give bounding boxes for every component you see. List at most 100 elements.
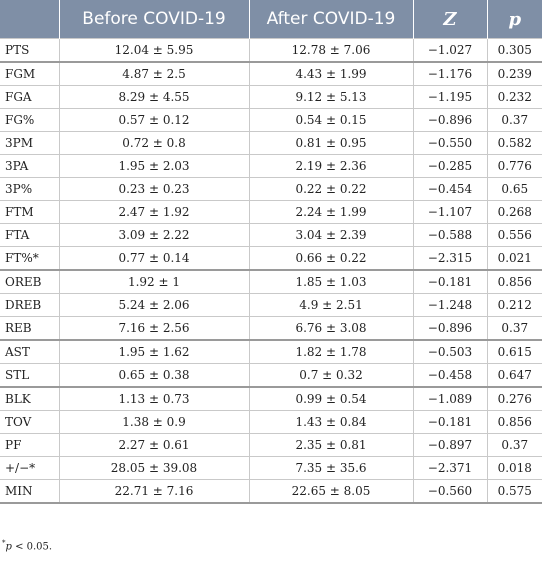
z-cell: −0.550	[413, 131, 488, 155]
p-cell: 0.556	[487, 223, 542, 247]
z-cell: −2.315	[413, 246, 488, 271]
before-cell: 1.95 ± 1.62	[59, 340, 250, 364]
after-cell: 0.66 ± 0.22	[249, 246, 414, 271]
footnote-text: < 0.05.	[11, 541, 53, 553]
table-row: PTS 12.04 ± 5.95 12.78 ± 7.06 −1.027 0.305	[0, 38, 542, 63]
after-cell: 6.76 ± 3.08	[249, 316, 414, 341]
p-cell: 0.212	[487, 293, 542, 317]
header-row: Before COVID-19 After COVID-19 Z p	[0, 0, 542, 39]
before-cell: 0.65 ± 0.38	[59, 363, 250, 388]
z-cell: −0.896	[413, 108, 488, 132]
after-cell: 1.43 ± 0.84	[249, 410, 414, 434]
after-cell: 3.04 ± 2.39	[249, 223, 414, 247]
metric-cell: BLK	[0, 387, 60, 411]
before-cell: 2.27 ± 0.61	[59, 433, 250, 457]
z-cell: −0.503	[413, 340, 488, 364]
metric-cell: FGA	[0, 85, 60, 109]
before-cell: 0.72 ± 0.8	[59, 131, 250, 155]
p-cell: 0.37	[487, 433, 542, 457]
after-cell: 22.65 ± 8.05	[249, 479, 414, 504]
metric-cell: 3P%	[0, 177, 60, 201]
after-cell: 0.99 ± 0.54	[249, 387, 414, 411]
table-row: FGM 4.87 ± 2.5 4.43 ± 1.99 −1.176 0.239	[0, 62, 542, 86]
before-cell: 5.24 ± 2.06	[59, 293, 250, 317]
table-row: AST 1.95 ± 1.62 1.82 ± 1.78 −0.503 0.615	[0, 340, 542, 364]
table-row: 3PA 1.95 ± 2.03 2.19 ± 2.36 −0.285 0.776	[0, 154, 542, 178]
z-cell: −0.181	[413, 410, 488, 434]
z-cell: −1.195	[413, 85, 488, 109]
p-cell: 0.018	[487, 456, 542, 480]
header-z: Z	[413, 0, 488, 39]
p-cell: 0.647	[487, 363, 542, 388]
table-row: OREB 1.92 ± 1 1.85 ± 1.03 −0.181 0.856	[0, 270, 542, 294]
before-cell: 0.77 ± 0.14	[59, 246, 250, 271]
z-cell: −0.454	[413, 177, 488, 201]
table-row: DREB 5.24 ± 2.06 4.9 ± 2.51 −1.248 0.212	[0, 293, 542, 317]
z-cell: −0.896	[413, 316, 488, 341]
z-cell: −1.176	[413, 62, 488, 86]
before-cell: 7.16 ± 2.56	[59, 316, 250, 341]
header-before-covid: Before COVID-19	[59, 0, 250, 39]
z-cell: −2.371	[413, 456, 488, 480]
table-row: BLK 1.13 ± 0.73 0.99 ± 0.54 −1.089 0.276	[0, 387, 542, 411]
stats-table-container: Before COVID-19 After COVID-19 Z p PTS 12…	[0, 0, 542, 504]
before-cell: 2.47 ± 1.92	[59, 200, 250, 224]
p-cell: 0.37	[487, 316, 542, 341]
before-cell: 4.87 ± 2.5	[59, 62, 250, 86]
header-after-covid: After COVID-19	[249, 0, 414, 39]
table-row: STL 0.65 ± 0.38 0.7 ± 0.32 −0.458 0.647	[0, 363, 542, 388]
p-cell: 0.232	[487, 85, 542, 109]
metric-cell: OREB	[0, 270, 60, 294]
z-cell: −0.588	[413, 223, 488, 247]
before-cell: 8.29 ± 4.55	[59, 85, 250, 109]
table-row: 3P% 0.23 ± 0.23 0.22 ± 0.22 −0.454 0.65	[0, 177, 542, 201]
before-cell: 3.09 ± 2.22	[59, 223, 250, 247]
metric-cell: FTA	[0, 223, 60, 247]
table-row: REB 7.16 ± 2.56 6.76 ± 3.08 −0.896 0.37	[0, 316, 542, 341]
after-cell: 2.35 ± 0.81	[249, 433, 414, 457]
after-cell: 0.7 ± 0.32	[249, 363, 414, 388]
p-cell: 0.582	[487, 131, 542, 155]
metric-cell: STL	[0, 363, 60, 388]
metric-cell: MIN	[0, 479, 60, 504]
z-cell: −0.560	[413, 479, 488, 504]
after-cell: 4.43 ± 1.99	[249, 62, 414, 86]
p-cell: 0.239	[487, 62, 542, 86]
table-row: PF 2.27 ± 0.61 2.35 ± 0.81 −0.897 0.37	[0, 433, 542, 457]
z-cell: −0.181	[413, 270, 488, 294]
after-cell: 7.35 ± 35.6	[249, 456, 414, 480]
metric-cell: FGM	[0, 62, 60, 86]
table-row: FGA 8.29 ± 4.55 9.12 ± 5.13 −1.195 0.232	[0, 85, 542, 109]
z-cell: −0.458	[413, 363, 488, 388]
p-cell: 0.268	[487, 200, 542, 224]
table-row: TOV 1.38 ± 0.9 1.43 ± 0.84 −0.181 0.856	[0, 410, 542, 434]
footnote: *p < 0.05.	[2, 539, 52, 552]
stats-table: Before COVID-19 After COVID-19 Z p PTS 12…	[0, 0, 542, 504]
table-row: FTA 3.09 ± 2.22 3.04 ± 2.39 −0.588 0.556	[0, 223, 542, 247]
table-body: PTS 12.04 ± 5.95 12.78 ± 7.06 −1.027 0.305 FG…	[0, 38, 542, 504]
after-cell: 12.78 ± 7.06	[249, 38, 414, 63]
metric-cell: DREB	[0, 293, 60, 317]
p-cell: 0.021	[487, 246, 542, 271]
table-row: MIN 22.71 ± 7.16 22.65 ± 8.05 −0.560 0.575	[0, 479, 542, 504]
before-cell: 1.92 ± 1	[59, 270, 250, 294]
p-cell: 0.856	[487, 270, 542, 294]
metric-cell: 3PA	[0, 154, 60, 178]
before-cell: 22.71 ± 7.16	[59, 479, 250, 504]
table-row: +/−* 28.05 ± 39.08 7.35 ± 35.6 −2.371 0.018	[0, 456, 542, 480]
header-metric	[0, 0, 60, 39]
z-cell: −1.027	[413, 38, 488, 63]
before-cell: 1.95 ± 2.03	[59, 154, 250, 178]
metric-cell: 3PM	[0, 131, 60, 155]
p-cell: 0.856	[487, 410, 542, 434]
p-cell: 0.276	[487, 387, 542, 411]
before-cell: 0.23 ± 0.23	[59, 177, 250, 201]
after-cell: 4.9 ± 2.51	[249, 293, 414, 317]
table-row: FT%* 0.77 ± 0.14 0.66 ± 0.22 −2.315 0.021	[0, 246, 542, 271]
after-cell: 0.81 ± 0.95	[249, 131, 414, 155]
z-cell: −1.248	[413, 293, 488, 317]
metric-cell: PF	[0, 433, 60, 457]
before-cell: 28.05 ± 39.08	[59, 456, 250, 480]
before-cell: 1.13 ± 0.73	[59, 387, 250, 411]
after-cell: 0.54 ± 0.15	[249, 108, 414, 132]
